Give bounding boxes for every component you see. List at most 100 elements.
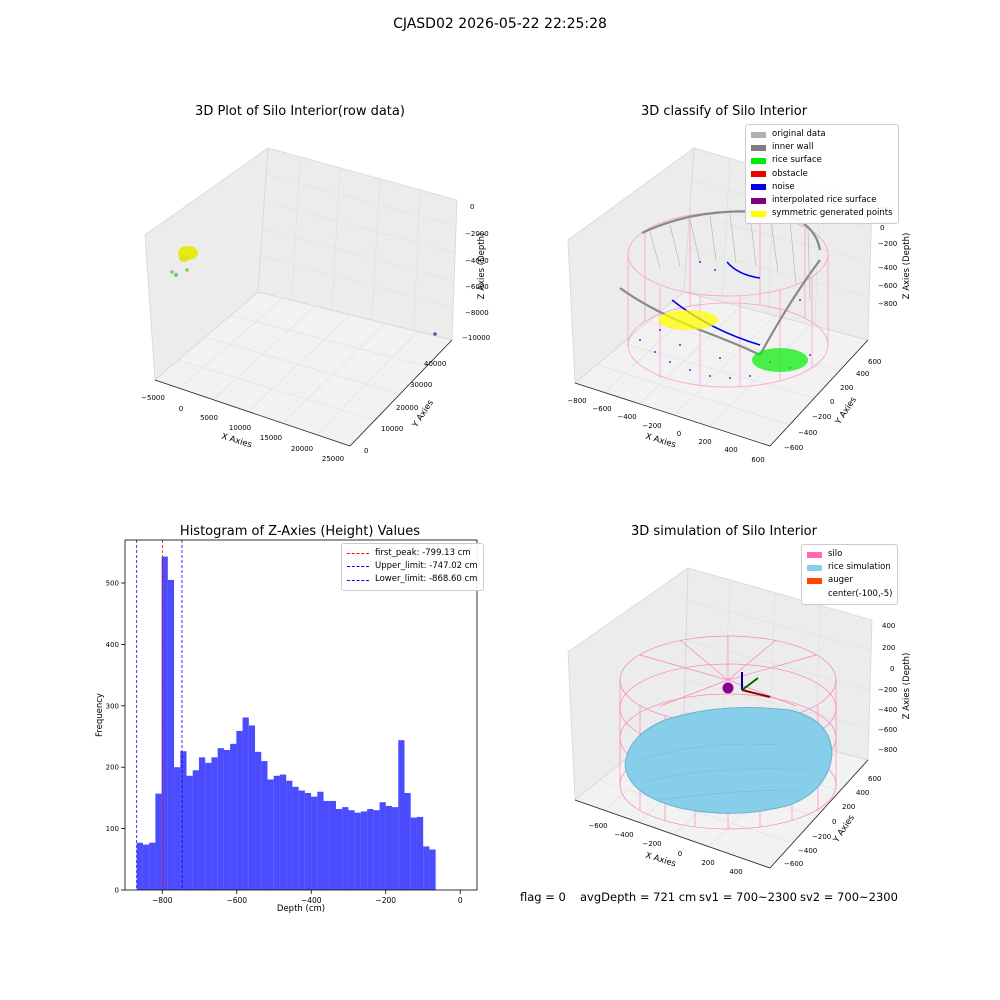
histogram-bar	[304, 792, 312, 890]
p4-ytick: −600	[784, 860, 803, 868]
footer-flag: flag = 0	[520, 890, 566, 904]
histogram-bar	[286, 780, 293, 890]
histogram-legend-item: Lower_limit: -868.60 cm	[347, 573, 478, 586]
p4-ztick: 200	[882, 644, 895, 652]
p2-xtick: 200	[698, 438, 711, 446]
histogram-bar	[186, 775, 193, 890]
p4-xtick: −600	[588, 822, 607, 830]
p2-legend-item: inner wall	[751, 141, 893, 154]
p4-xlabel: X Axies	[644, 851, 677, 870]
histogram-bar	[217, 748, 224, 890]
p2-ytick: 0	[830, 398, 834, 406]
p4-ztick: −400	[878, 706, 897, 714]
legend-swatch	[751, 184, 766, 191]
p2-y-ticks: −600 −400 −200 0 200 400 600	[784, 358, 881, 452]
p4-x-ticks: −600 −400 −200 0 200 400	[588, 822, 742, 876]
p2-symmetric-points	[658, 310, 718, 330]
p4-ztick: 0	[890, 665, 894, 673]
histogram-bar	[348, 810, 355, 890]
y-tick-label: 0	[115, 887, 119, 895]
legend-line	[347, 579, 369, 581]
p2-xtick: 0	[677, 430, 681, 438]
p2-xtick: −600	[592, 405, 611, 413]
p1-ztick: −6000	[465, 283, 489, 291]
p1-xtick: 25000	[322, 455, 344, 463]
histogram-bar	[429, 849, 436, 890]
histogram-bar	[398, 740, 405, 890]
p2-ztick: −400	[878, 264, 897, 272]
p2-ytick: 200	[840, 384, 853, 392]
p2-noise-dots	[639, 261, 811, 379]
histogram-bar	[192, 770, 199, 890]
legend-swatch	[751, 210, 766, 217]
y-tick-label: 400	[106, 641, 119, 649]
p2-xtick: −200	[642, 422, 661, 430]
p2-legend-item: rice surface	[751, 154, 893, 167]
histogram-bar	[161, 556, 168, 890]
histogram-bar	[416, 816, 424, 890]
histogram-bar	[360, 811, 368, 890]
histogram-bar	[423, 846, 430, 890]
histogram-yticks: 0 100 200 300 400 500	[106, 579, 125, 895]
p1-ztick: −10000	[462, 334, 490, 342]
histogram-bars	[136, 556, 436, 890]
p4-legend-item: auger	[807, 574, 892, 587]
histogram-bar	[248, 725, 256, 890]
histogram-bar	[211, 757, 218, 890]
p4-ztick: −800	[878, 746, 897, 754]
histogram-bar	[155, 793, 162, 890]
histogram-bar	[342, 807, 349, 890]
histogram-bar	[317, 791, 324, 890]
p2-ytick: −400	[798, 429, 817, 437]
p2-legend-item: interpolated rice surface	[751, 194, 893, 207]
p2-xtick: 600	[751, 456, 764, 464]
histogram-bar	[255, 751, 262, 890]
histogram-legend: first_peak: -799.13 cm Upper_limit: -747…	[341, 543, 484, 591]
footer-avg-depth: avgDepth = 721 cm	[580, 890, 697, 904]
p4-axis-x-arrow	[741, 689, 771, 698]
panel3-title: Histogram of Z-Axies (Height) Values	[179, 524, 421, 539]
p2-ztick: 0	[880, 224, 884, 232]
p1-xtick: 20000	[291, 445, 313, 453]
histogram-bar	[223, 750, 231, 890]
p2-ytick: 400	[856, 370, 869, 378]
p2-x-ticks: −800 −600 −400 −200 0 200 400 600	[567, 397, 764, 464]
p1-xtick: 10000	[229, 424, 251, 432]
p1-ytick: 40000	[424, 360, 446, 368]
histogram-bar	[379, 802, 386, 890]
p1-ytick: 20000	[396, 404, 418, 412]
legend-line	[347, 566, 369, 568]
p4-ytick: 400	[856, 789, 869, 797]
histogram-bar	[273, 775, 280, 890]
histogram-bar	[329, 800, 336, 890]
p1-zlabel: Z Axies (Depth)	[477, 233, 487, 300]
p4-xtick: 200	[701, 859, 714, 867]
p2-ztick: −200	[878, 240, 897, 248]
legend-swatch	[807, 591, 822, 597]
legend-line	[347, 553, 369, 555]
p2-xtick: 400	[724, 446, 737, 454]
histogram-ylabel: Frequency	[95, 693, 105, 737]
p2-ytick: 600	[868, 358, 881, 366]
histogram-bar	[142, 844, 150, 890]
p4-xtick: 0	[678, 850, 682, 858]
p1-gridlines	[177, 155, 458, 434]
histogram-bar	[242, 717, 249, 890]
histogram-bar	[167, 579, 175, 890]
p1-xtick: 5000	[200, 414, 218, 422]
histogram-bar	[236, 730, 243, 890]
histogram-bar	[292, 786, 299, 890]
histogram-bar	[230, 743, 237, 890]
footer-sv2: sv2 = 700~2300	[800, 890, 898, 904]
histogram-bar	[261, 761, 268, 890]
p1-xtick: −5000	[141, 394, 165, 402]
p4-ytick: −400	[798, 847, 817, 855]
p1-z-ticks: 0 −2000 −4000 −6000 −8000 −10000	[462, 203, 490, 342]
histogram-bar	[298, 790, 305, 890]
legend-swatch	[751, 171, 766, 178]
p4-rice-mesh	[639, 743, 811, 801]
p2-legend-item: original data	[751, 128, 893, 141]
p1-xtick: 15000	[260, 434, 282, 442]
histogram-bar	[410, 817, 417, 890]
